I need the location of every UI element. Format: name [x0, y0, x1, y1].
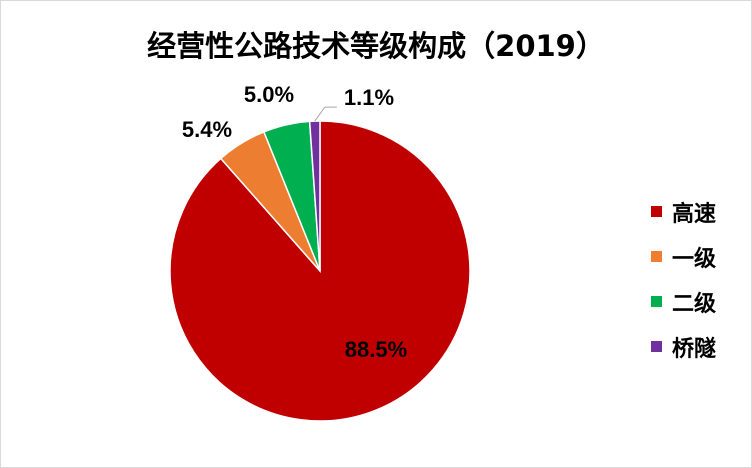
- legend-label: 桥隧: [672, 336, 717, 362]
- legend-swatch: [651, 251, 662, 262]
- legend-label: 高速: [672, 201, 717, 227]
- data-label-桥隧: 1.1%: [344, 85, 394, 110]
- legend: 高速 一级 二级 桥隧: [651, 189, 716, 369]
- legend-item: 二级: [651, 279, 716, 324]
- legend-item: 高速: [651, 189, 716, 234]
- data-label-二级: 5.0%: [244, 82, 294, 107]
- legend-item: 桥隧: [651, 324, 716, 369]
- legend-swatch: [651, 206, 662, 217]
- legend-label: 二级: [672, 291, 717, 317]
- leader-line: [314, 106, 337, 122]
- data-label-一级: 5.4%: [182, 117, 232, 142]
- legend-label: 一级: [672, 246, 717, 272]
- legend-swatch: [651, 296, 662, 307]
- chart-title: 经营性公路技术等级构成（2019）: [147, 29, 605, 63]
- data-label-高速: 88.5%: [345, 337, 407, 362]
- legend-swatch: [651, 341, 662, 352]
- legend-item: 一级: [651, 234, 716, 279]
